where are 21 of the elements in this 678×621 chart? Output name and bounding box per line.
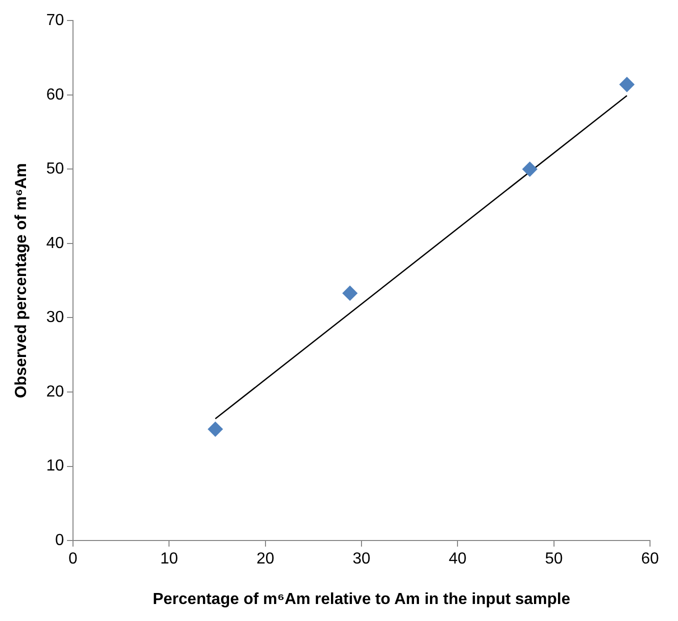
y-tick-label: 0 — [55, 532, 64, 550]
y-tick-label: 70 — [46, 12, 64, 30]
y-tick-label: 50 — [46, 160, 64, 178]
x-tick-label: 10 — [160, 550, 178, 568]
y-axis-title: Observed percentage of m⁶Am — [13, 163, 30, 398]
point — [619, 76, 634, 92]
y-tick-label: 30 — [46, 309, 64, 326]
y-tick-label: 60 — [46, 86, 64, 104]
y-tick-label: 20 — [46, 383, 64, 400]
point — [208, 422, 223, 437]
point — [522, 162, 538, 177]
x-tick-label: 40 — [448, 550, 467, 568]
x-tick-label: 60 — [641, 550, 659, 568]
y-tick-label: 40 — [46, 234, 64, 252]
x-tick-label: 30 — [352, 550, 370, 568]
point — [342, 286, 358, 301]
x-tick-label: 20 — [256, 550, 274, 568]
x-tick-label: 50 — [544, 550, 563, 568]
x-tick-label: 0 — [68, 550, 78, 568]
x-axis-title: Percentage of m⁶Am relative to Am in the input sample — [152, 590, 570, 608]
y-tick-label: 10 — [46, 458, 64, 475]
